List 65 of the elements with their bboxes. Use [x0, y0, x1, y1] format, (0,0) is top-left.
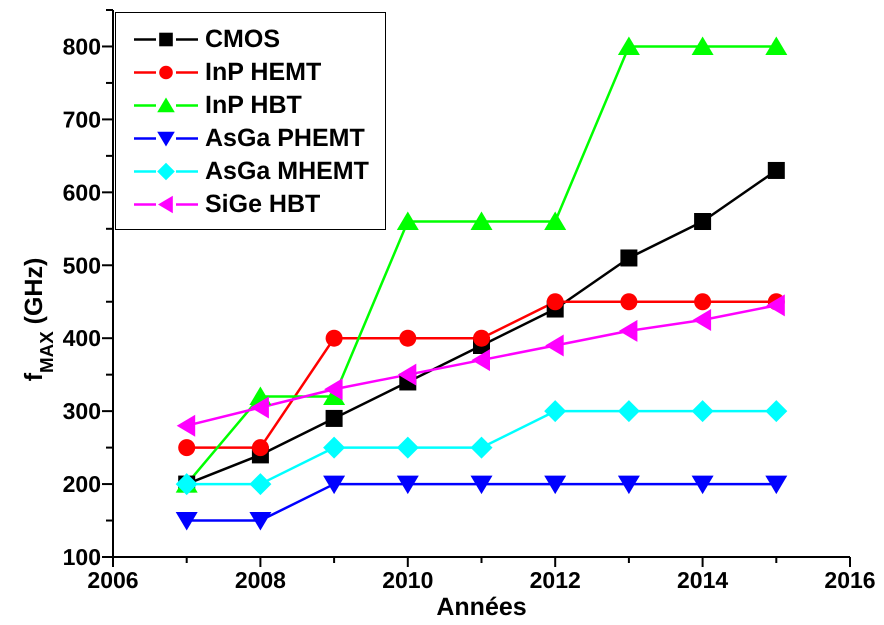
point	[544, 400, 566, 422]
point	[618, 320, 638, 342]
y-tick-label: 300	[62, 398, 101, 424]
point	[396, 212, 419, 230]
point	[618, 476, 640, 494]
point	[326, 330, 343, 347]
point	[472, 349, 490, 372]
x-tick-label: 2006	[87, 567, 139, 593]
point	[399, 330, 416, 347]
x-tick-label: 2014	[677, 567, 728, 593]
point	[250, 396, 269, 418]
point	[544, 212, 566, 230]
point	[249, 473, 272, 496]
point	[546, 293, 564, 310]
point	[473, 330, 490, 347]
point	[324, 378, 343, 400]
legend-label: AsGa MHEMT	[205, 157, 369, 186]
y-tick-label: 600	[62, 179, 101, 206]
legend-label: AsGa PHEMT	[205, 124, 365, 153]
x-tick-label: 2012	[530, 567, 581, 593]
y-tick-label: 800	[62, 33, 101, 60]
y-tick-label: 200	[62, 471, 101, 498]
legend-label: SiGe HBT	[205, 190, 320, 219]
point	[545, 334, 564, 356]
point	[326, 410, 343, 427]
x-tick-label: 2010	[382, 567, 434, 593]
y-tick-label: 700	[62, 106, 101, 132]
point	[470, 212, 492, 230]
point	[323, 436, 346, 459]
point	[176, 414, 196, 437]
point	[618, 36, 640, 55]
y-tick-label: 100	[62, 544, 101, 570]
point	[692, 36, 714, 55]
legend-label: InP HBT	[205, 91, 302, 120]
point	[249, 512, 272, 531]
point	[178, 439, 196, 456]
point	[176, 512, 198, 531]
x-axis-title: Années	[436, 593, 527, 621]
point	[765, 476, 788, 494]
x-tick-label: 2008	[234, 567, 286, 593]
point	[618, 400, 640, 422]
point	[396, 436, 419, 459]
legend-label: InP HEMT	[205, 58, 322, 87]
point	[765, 400, 788, 422]
y-tick-label: 500	[62, 252, 101, 278]
point	[470, 436, 492, 459]
point	[692, 476, 714, 494]
point	[765, 36, 788, 55]
point	[694, 293, 712, 310]
point	[396, 476, 419, 494]
point	[692, 400, 714, 422]
point	[470, 476, 492, 494]
point	[694, 213, 712, 230]
point	[323, 476, 346, 494]
legend-label: CMOS	[205, 25, 280, 54]
point	[544, 476, 566, 494]
point	[620, 249, 638, 266]
y-tick-label: 400	[62, 325, 101, 352]
point	[252, 439, 269, 456]
point	[768, 162, 785, 179]
x-tick-label: 2016	[824, 567, 876, 593]
point	[766, 294, 785, 316]
point	[692, 308, 712, 331]
point	[398, 364, 416, 386]
point	[620, 293, 638, 310]
